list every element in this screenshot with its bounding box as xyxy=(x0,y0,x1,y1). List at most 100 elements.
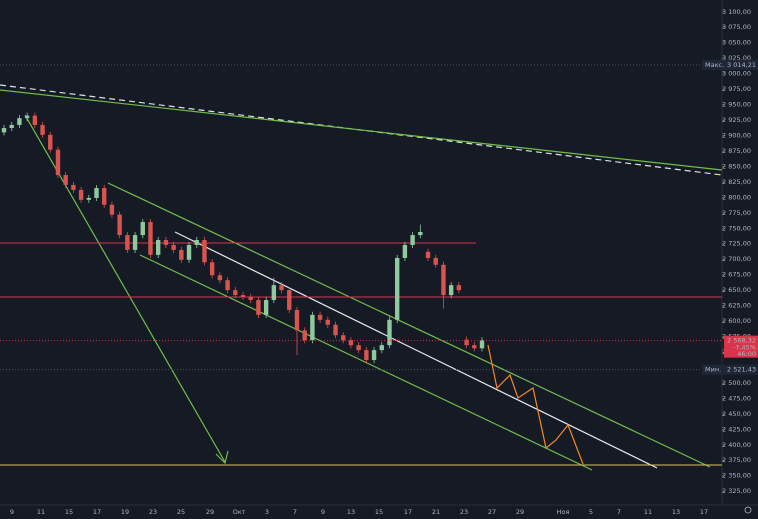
candle-body xyxy=(248,296,253,301)
candle-body xyxy=(86,197,92,200)
candle-body xyxy=(317,314,323,320)
candle-body xyxy=(456,285,462,291)
x-tick-label: 27 xyxy=(488,508,496,516)
y-tick-label: 2 675,00 xyxy=(722,271,751,279)
candle-body xyxy=(155,240,161,255)
candle-body xyxy=(310,314,315,341)
x-tick-label: 15 xyxy=(375,508,383,516)
candle-body xyxy=(233,290,238,296)
x-tick-label: Ноя xyxy=(557,508,570,516)
candle-body xyxy=(441,264,446,296)
y-tick-label: 2 725,00 xyxy=(722,240,751,248)
candle-body xyxy=(125,235,130,250)
price-box xyxy=(702,364,758,375)
candle-body xyxy=(102,188,107,205)
y-tick-label: 2 400,00 xyxy=(722,441,751,449)
candle-body xyxy=(225,280,230,291)
candle-body xyxy=(364,350,369,361)
candle-body xyxy=(32,115,38,125)
candle-body xyxy=(279,285,284,291)
x-tick-label: 7 xyxy=(293,508,297,516)
x-tick-label: 15 xyxy=(65,508,73,516)
candle-body xyxy=(217,275,223,281)
forecast-path xyxy=(487,344,584,465)
y-tick-label: 2 950,00 xyxy=(722,101,751,109)
last-price-countdown: 46:00 xyxy=(737,350,756,358)
candle-body xyxy=(341,335,346,341)
y-tick-label: 2 325,00 xyxy=(722,487,751,495)
y-tick-label: 2 475,00 xyxy=(722,394,751,402)
x-tick-label: 13 xyxy=(347,508,355,516)
candle-body xyxy=(387,319,392,346)
x-tick-label: 25 xyxy=(177,508,185,516)
y-tick-label: 2 450,00 xyxy=(722,410,751,418)
x-tick-label: 23 xyxy=(149,508,157,516)
candle-body xyxy=(78,189,84,200)
x-tick-label: 9 xyxy=(321,508,325,516)
y-tick-label: 2 350,00 xyxy=(722,472,751,480)
candle-body xyxy=(410,235,415,245)
candle-body xyxy=(48,134,53,150)
x-tick-label: 7 xyxy=(617,508,621,516)
candle-body xyxy=(287,290,292,310)
candle-body xyxy=(9,124,14,129)
last-price-value: 2 568,32 xyxy=(727,337,756,345)
candle-body xyxy=(356,345,361,351)
x-tick-label: 29 xyxy=(516,508,524,516)
last-price-change: -7,45% xyxy=(733,344,756,352)
price-box-value: 3 014,21 xyxy=(727,61,756,69)
price-box xyxy=(702,59,758,70)
trend-line xyxy=(0,89,723,171)
channel-middle xyxy=(174,231,658,469)
settings-icon[interactable] xyxy=(744,506,752,514)
candle-body xyxy=(148,222,153,255)
y-tick-label: 2 775,00 xyxy=(722,209,751,217)
y-tick-label: 2 925,00 xyxy=(722,116,751,124)
price-axis: 3 100,00 3 075,00 3 050,00 3 025,00 3 000,00… xyxy=(702,8,758,495)
price-box-name: Макс. xyxy=(705,61,724,69)
candle-body xyxy=(117,214,122,236)
price-box-value: 2 521,43 xyxy=(727,366,756,374)
candle-body xyxy=(302,330,307,341)
candle-body xyxy=(63,175,68,185)
y-tick-label: 2 650,00 xyxy=(722,286,751,294)
plot xyxy=(0,64,722,371)
y-tick-label: 3 050,00 xyxy=(722,39,751,47)
y-tick-label: 3 100,00 xyxy=(722,8,751,16)
arrow-head xyxy=(215,450,229,465)
candle-body xyxy=(179,249,184,260)
x-tick-label: 17 xyxy=(700,508,708,516)
candle-body xyxy=(171,244,176,250)
y-tick-label: 2 500,00 xyxy=(722,379,751,387)
candle-body xyxy=(209,262,215,276)
candle-body xyxy=(448,285,454,296)
candle-body xyxy=(425,251,431,258)
candle-body xyxy=(71,184,76,190)
y-tick-label: 2 425,00 xyxy=(722,425,751,433)
y-tick-label: 2 875,00 xyxy=(722,147,751,155)
candle-body xyxy=(40,124,45,135)
x-tick-label: 13 xyxy=(672,508,680,516)
x-tick-label: Окт xyxy=(233,508,246,516)
candle-body xyxy=(433,257,438,265)
y-tick-label: 2 900,00 xyxy=(722,131,751,139)
y-tick-label: 3 025,00 xyxy=(722,54,751,62)
x-tick-label: 11 xyxy=(644,508,652,516)
candle-body xyxy=(240,295,246,297)
y-tick-label: 2 850,00 xyxy=(722,162,751,170)
y-tick-label: 2 700,00 xyxy=(722,255,751,263)
candle-body xyxy=(194,240,199,245)
y-tick-label: 2 825,00 xyxy=(722,178,751,186)
x-tick-label: 9 xyxy=(10,508,14,516)
candle-body xyxy=(186,244,192,260)
candle-body xyxy=(394,257,400,320)
candle-body xyxy=(333,324,338,336)
y-tick-label: 2 800,00 xyxy=(722,193,751,201)
x-tick-label: 17 xyxy=(93,508,101,516)
candle-body xyxy=(325,319,331,325)
candle-body xyxy=(140,222,145,236)
candle-body xyxy=(1,128,7,133)
y-tick-label: 2 750,00 xyxy=(722,224,751,232)
candle-body xyxy=(163,240,169,245)
